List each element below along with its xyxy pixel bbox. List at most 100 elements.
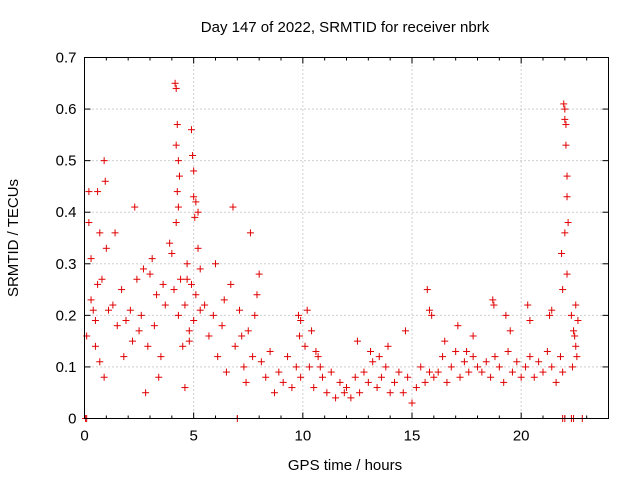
- data-point: [275, 368, 283, 376]
- data-point: [111, 229, 119, 237]
- data-point: [100, 373, 108, 381]
- data-point: [244, 327, 252, 335]
- data-point: [399, 389, 407, 397]
- data-point: [391, 378, 399, 386]
- data-point: [96, 229, 104, 237]
- data-point: [556, 353, 564, 361]
- data-point: [524, 301, 532, 309]
- data-point: [502, 311, 510, 319]
- data-point: [129, 337, 137, 345]
- data-point: [246, 229, 254, 237]
- data-point: [155, 373, 163, 381]
- data-point: [567, 311, 575, 319]
- data-point: [209, 311, 217, 319]
- data-point: [562, 141, 570, 149]
- data-point: [571, 332, 579, 340]
- data-point: [500, 378, 508, 386]
- data-point: [87, 255, 95, 263]
- data-point: [190, 193, 198, 201]
- data-point: [460, 358, 468, 366]
- data-point: [266, 347, 274, 355]
- data-point: [270, 389, 278, 397]
- data-point: [148, 255, 156, 263]
- data-point: [572, 342, 580, 350]
- data-point: [434, 368, 442, 376]
- data-point: [526, 317, 534, 325]
- data-point: [133, 275, 141, 283]
- data-point: [439, 353, 447, 361]
- x-tick-label: 0: [80, 428, 88, 445]
- data-point: [384, 342, 392, 350]
- data-point: [189, 151, 197, 159]
- data-point: [441, 337, 449, 345]
- data-point: [240, 363, 248, 371]
- y-tick-label: 0.3: [56, 256, 77, 273]
- data-point: [564, 219, 572, 227]
- data-point: [364, 378, 372, 386]
- data-point: [102, 244, 110, 252]
- data-point: [187, 280, 195, 288]
- data-point: [491, 353, 499, 361]
- data-point: [214, 353, 222, 361]
- data-point: [174, 311, 182, 319]
- data-point: [353, 337, 361, 345]
- data-point: [144, 342, 152, 350]
- data-point: [172, 219, 180, 227]
- data-point: [417, 363, 425, 371]
- data-point: [183, 260, 191, 268]
- data-point: [157, 353, 165, 361]
- data-point: [172, 141, 180, 149]
- data-point: [314, 353, 322, 361]
- data-point: [482, 358, 490, 366]
- data-point: [87, 296, 95, 304]
- data-point: [360, 368, 368, 376]
- data-point: [181, 384, 189, 392]
- y-tick-labels: 0 0.1 0.2 0.3 0.4 0.5 0.6 0.7: [56, 50, 77, 428]
- x-tick-label: 15: [404, 428, 421, 445]
- data-point: [552, 378, 560, 386]
- data-point: [543, 347, 551, 355]
- data-point: [474, 363, 481, 371]
- grid: [84, 57, 609, 419]
- plot-frame: [84, 57, 609, 419]
- y-tick-label: 0.1: [56, 359, 77, 376]
- data-point: [490, 301, 498, 309]
- data-point: [173, 121, 181, 129]
- y-tick-label: 0.7: [56, 50, 77, 67]
- data-point: [367, 347, 375, 355]
- data-point: [191, 213, 199, 221]
- data-point: [316, 363, 324, 371]
- y-tick-label: 0.4: [56, 204, 77, 221]
- data-point: [231, 342, 239, 350]
- data-point: [174, 157, 182, 165]
- data-point: [559, 286, 567, 294]
- data-point: [382, 363, 390, 371]
- data-point: [332, 394, 340, 402]
- data-point: [561, 229, 569, 237]
- data-point: [166, 239, 174, 247]
- data-point: [279, 378, 287, 386]
- data-point: [181, 301, 189, 309]
- data-point: [452, 347, 460, 355]
- data-point: [428, 311, 436, 319]
- data-point: [190, 317, 198, 325]
- data-point: [257, 358, 265, 366]
- data-point: [94, 188, 102, 196]
- data-point: [504, 347, 512, 355]
- data-point: [546, 311, 554, 319]
- data-point: [443, 378, 451, 386]
- x-axis-label: GPS time / hours: [288, 457, 402, 474]
- data-point: [301, 342, 309, 350]
- data-point: [201, 301, 209, 309]
- data-point: [109, 301, 117, 309]
- axis-ticks: [84, 57, 609, 419]
- data-point: [395, 368, 403, 376]
- data-point: [454, 322, 462, 330]
- data-point: [530, 373, 538, 381]
- data-point: [296, 332, 304, 340]
- data-point: [561, 115, 569, 123]
- data-point: [517, 373, 525, 381]
- data-point: [478, 368, 486, 376]
- data-point: [425, 368, 433, 376]
